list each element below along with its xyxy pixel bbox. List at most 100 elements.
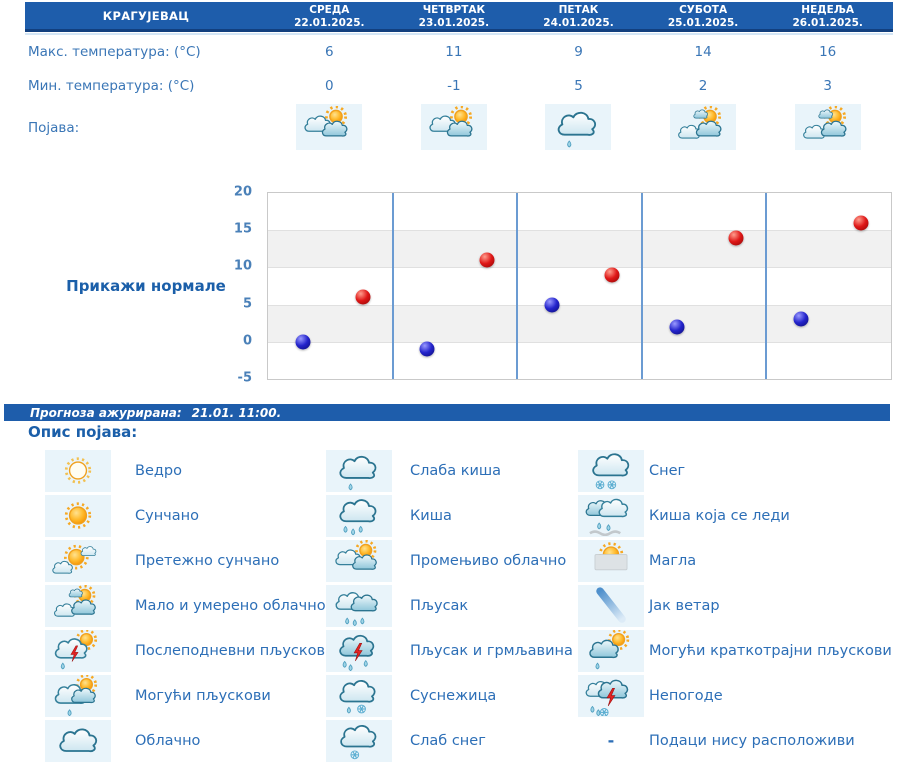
day-name: СУБОТА	[679, 4, 728, 16]
legend-column: Ведро Сунчано Претежно сунчано Мало и ум…	[45, 448, 335, 763]
legend-row: Снег	[578, 448, 892, 493]
min-temp-dot	[295, 334, 311, 350]
snow-icon	[578, 449, 644, 492]
storm-icon	[578, 674, 644, 717]
legend-row: Промењиво облачно	[326, 538, 573, 583]
legend-label: Облачно	[135, 732, 201, 749]
legend-row: Послеподневни пљускови	[45, 628, 335, 673]
fog-icon	[578, 539, 644, 582]
legend-row: Пљусак и грмљавина	[326, 628, 573, 673]
weather-icon	[670, 104, 736, 150]
max-temp-value: 14	[694, 44, 712, 60]
mostly-sunny-icon	[45, 539, 111, 582]
y-tick: 15	[233, 221, 252, 237]
chart-gridline	[268, 230, 891, 232]
legend-row: Јак ветар	[578, 583, 892, 628]
day-name: ПЕТАК	[558, 4, 599, 16]
legend-label: Могући краткотрајни пљускови	[649, 642, 892, 659]
updated-time: 21.01. 11:00.	[191, 405, 282, 420]
legend-label: Пљусак и грмљавина	[410, 642, 573, 659]
weather-icon	[545, 104, 611, 150]
y-tick: 0	[242, 333, 252, 349]
min-temp-dot	[544, 297, 560, 313]
strong-wind-icon	[578, 584, 644, 627]
legend-row: Пљусак	[326, 583, 573, 628]
forecast-table-header: КРАГУЈЕВАЦ СРЕДА 22.01.2025. ЧЕТВРТАК 23…	[25, 2, 893, 32]
day-separator	[640, 193, 643, 379]
legend-label: Послеподневни пљускови	[135, 642, 335, 659]
max-temp-value: 11	[445, 44, 463, 60]
afternoon-showers-icon	[45, 629, 111, 672]
legend-label: Магла	[649, 552, 697, 569]
legend-label: Мало и умерено облачно	[135, 597, 326, 614]
no-data-dash: -	[607, 731, 615, 750]
min-temp-value: 0	[325, 78, 334, 94]
legend-label: Сунчано	[135, 507, 199, 524]
legend-title: Опис појава:	[28, 423, 138, 441]
day-header: ЧЕТВРТАК 23.01.2025.	[392, 2, 517, 29]
day-separator	[516, 193, 519, 379]
day-date: 22.01.2025.	[294, 16, 365, 29]
chart-y-axis: 20 15 10 5 0 -5	[170, 185, 258, 386]
legend-row: Сунчано	[45, 493, 335, 538]
light-rain-icon	[326, 449, 392, 492]
legend-row: Слаба киша	[326, 448, 573, 493]
day-header: ПЕТАК 24.01.2025.	[516, 2, 641, 29]
legend-row: - Подаци нису расположиви	[578, 718, 892, 763]
y-tick: -5	[237, 370, 252, 386]
chart-band	[268, 304, 891, 342]
legend-label: Ведро	[135, 462, 182, 479]
clear-icon	[45, 449, 111, 492]
legend-label: Пљусак	[410, 597, 469, 614]
max-temp-value: 6	[325, 44, 334, 60]
legend-label: Могући пљускови	[135, 687, 271, 704]
legend-label: Претежно сунчано	[135, 552, 280, 569]
day-separator	[391, 193, 394, 379]
temperature-chart-plot	[267, 192, 892, 380]
rain-icon	[326, 494, 392, 537]
day-header: СУБОТА 25.01.2025.	[641, 2, 766, 29]
max-temp-dot	[479, 252, 495, 268]
legend-row: Облачно	[45, 718, 335, 763]
min-temp-value: 2	[698, 78, 708, 94]
day-name: НЕДЕЉА	[801, 4, 855, 16]
legend-label: Киша	[410, 507, 452, 524]
legend-row: Могући пљускови	[45, 673, 335, 718]
legend-label: Суснежица	[410, 687, 497, 704]
weather-icon	[296, 104, 362, 150]
legend-row: Слаб снег	[326, 718, 573, 763]
y-tick: 10	[233, 258, 252, 274]
day-name: ЧЕТВРТАК	[422, 4, 486, 16]
sleet-icon	[326, 674, 392, 717]
max-temp-dot	[853, 215, 869, 231]
short-showers-icon	[578, 629, 644, 672]
legend-row: Мало и умерено облачно	[45, 583, 335, 628]
chart-gridline	[268, 341, 891, 343]
show-normals-button[interactable]: Прикажи нормале	[66, 277, 226, 295]
chart-band	[268, 230, 891, 268]
legend-label: Јак ветар	[649, 597, 720, 614]
weather-icon	[421, 104, 487, 150]
day-date: 24.01.2025.	[543, 16, 614, 29]
max-temp-dot	[728, 230, 744, 246]
legend-row: Суснежица	[326, 673, 573, 718]
legend-row: Киша која се леди	[578, 493, 892, 538]
legend-label: Подаци нису расположиви	[649, 732, 855, 749]
max-temp-label: Макс. температура: (°C)	[28, 44, 201, 60]
legend-label: Снег	[649, 462, 686, 479]
legend-column: Слаба киша Киша Промењиво облачно Пљусак…	[326, 448, 573, 763]
y-tick: 5	[242, 296, 252, 312]
day-header: НЕДЕЉА 26.01.2025.	[765, 2, 890, 29]
variable-cloudy-icon	[326, 539, 392, 582]
freezing-rain-icon	[578, 494, 644, 537]
min-temp-value: 5	[574, 78, 583, 94]
min-temp-value: 3	[823, 78, 832, 94]
legend-column: Снег Киша која се леди Магла Јак ветар М…	[578, 448, 892, 763]
legend-label: Промењиво облачно	[410, 552, 567, 569]
legend-row: Магла	[578, 538, 892, 583]
legend-row: Могући краткотрајни пљускови	[578, 628, 892, 673]
city-name: КРАГУЈЕВАЦ	[102, 8, 190, 23]
day-separator	[765, 193, 768, 379]
legend-label: Слаб снег	[410, 732, 486, 749]
legend-row: Непогоде	[578, 673, 892, 718]
